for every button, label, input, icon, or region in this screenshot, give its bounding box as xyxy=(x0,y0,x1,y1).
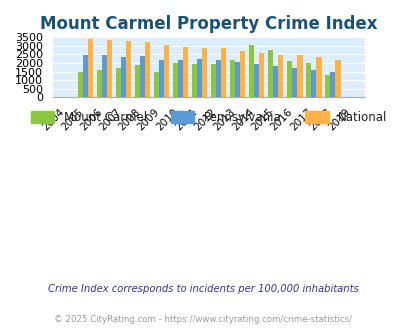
Bar xyxy=(115,68,120,97)
Bar xyxy=(215,60,221,97)
Bar xyxy=(254,64,259,97)
Bar xyxy=(267,50,273,97)
Bar xyxy=(229,60,234,97)
Bar xyxy=(259,53,264,97)
Bar xyxy=(335,60,340,97)
Bar xyxy=(278,55,283,97)
Bar xyxy=(120,56,126,97)
Bar xyxy=(210,64,215,97)
Bar xyxy=(126,42,131,97)
Bar xyxy=(177,60,183,97)
Bar xyxy=(153,72,158,97)
Bar xyxy=(83,55,87,97)
Text: Crime Index corresponds to incidents per 100,000 inhabitants: Crime Index corresponds to incidents per… xyxy=(47,284,358,294)
Bar xyxy=(292,68,296,97)
Bar xyxy=(248,45,254,97)
Bar xyxy=(183,47,188,97)
Bar xyxy=(173,63,177,97)
Bar xyxy=(102,55,107,97)
Bar xyxy=(158,60,164,97)
Bar xyxy=(311,70,315,97)
Legend: Mount Carmel, Pennsylvania, National: Mount Carmel, Pennsylvania, National xyxy=(26,106,391,129)
Bar xyxy=(134,65,139,97)
Text: © 2025 CityRating.com - https://www.cityrating.com/crime-statistics/: © 2025 CityRating.com - https://www.city… xyxy=(54,315,351,324)
Bar xyxy=(202,48,207,97)
Bar xyxy=(234,62,240,97)
Bar xyxy=(191,64,196,97)
Bar xyxy=(164,46,169,97)
Bar xyxy=(221,48,226,97)
Bar xyxy=(240,50,245,97)
Bar xyxy=(77,72,83,97)
Bar xyxy=(87,39,93,97)
Bar xyxy=(296,55,302,97)
Bar xyxy=(305,63,311,97)
Bar xyxy=(330,72,335,97)
Bar xyxy=(139,56,145,97)
Bar xyxy=(273,66,278,97)
Bar xyxy=(96,70,102,97)
Bar xyxy=(196,59,202,97)
Bar xyxy=(107,40,112,97)
Bar xyxy=(286,61,292,97)
Title: Mount Carmel Property Crime Index: Mount Carmel Property Crime Index xyxy=(40,15,377,33)
Bar xyxy=(315,56,321,97)
Bar xyxy=(324,75,330,97)
Bar xyxy=(145,43,150,97)
